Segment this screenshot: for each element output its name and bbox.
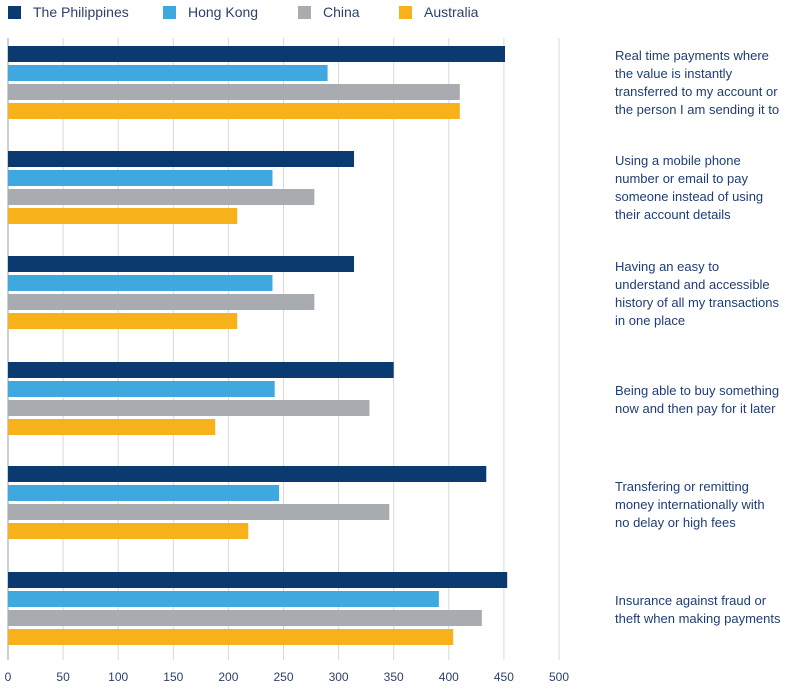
category-label-3: Having an easy to understand and accessib… — [615, 258, 793, 330]
category-label-line: understand and accessible — [615, 277, 770, 292]
x-tick-label-250: 250 — [273, 670, 293, 684]
legend-label-australia: Australia — [424, 4, 479, 20]
x-tick-label-400: 400 — [439, 670, 459, 684]
bar-china-cat-1 — [8, 84, 460, 100]
legend-swatch-philippines — [8, 6, 21, 19]
category-label-line: the person I am sending it to — [615, 102, 780, 117]
x-tick-label-150: 150 — [163, 670, 183, 684]
category-label-line: number or email to pay — [615, 171, 748, 186]
legend-swatch-australia — [399, 6, 412, 19]
x-tick-label-0: 0 — [5, 670, 12, 684]
legend-swatch-hong-kong — [163, 6, 176, 19]
bar-the-philippines-cat-6 — [8, 572, 508, 588]
legend-item-australia: Australia — [399, 4, 499, 22]
x-tick-label-500: 500 — [549, 670, 569, 684]
bar-the-philippines-cat-1 — [8, 46, 506, 62]
bar-hong-kong-cat-5 — [8, 485, 280, 501]
category-label-4: Being able to buy something now and then … — [615, 382, 793, 418]
category-label-line: their account details — [615, 207, 731, 222]
category-label-line: in one place — [615, 313, 686, 328]
category-label-line: Real time payments where — [615, 48, 769, 63]
category-label-line: transferred to my account or — [615, 84, 778, 99]
x-tick-label-100: 100 — [108, 670, 128, 684]
category-label-6: Insurance against fraud or theft when mak… — [615, 592, 793, 628]
category-label-line: Having an easy to — [615, 259, 720, 274]
category-label-line: theft when making payments — [615, 611, 781, 626]
bar-china-cat-6 — [8, 610, 482, 626]
bar-the-philippines-cat-4 — [8, 362, 394, 378]
category-label-line: the value is instantly — [615, 66, 733, 81]
category-label-1: Real time payments where the value is ins… — [615, 47, 793, 119]
bar-the-philippines-cat-3 — [8, 256, 355, 272]
bar-australia-cat-1 — [8, 103, 460, 119]
x-tick-label-450: 450 — [494, 670, 514, 684]
bar-china-cat-5 — [8, 504, 390, 520]
category-label-line: Using a mobile phone — [615, 153, 741, 168]
category-label-line: money internationally with — [615, 497, 765, 512]
category-label-line: history of all my transactions — [615, 295, 780, 310]
bar-australia-cat-5 — [8, 523, 249, 539]
bar-australia-cat-4 — [8, 419, 216, 435]
category-label-line: Transfering or remitting — [615, 479, 749, 494]
bar-china-cat-3 — [8, 294, 315, 310]
legend-label-china: China — [323, 4, 360, 20]
x-tick-label-350: 350 — [384, 670, 404, 684]
bar-australia-cat-3 — [8, 313, 238, 329]
legend-label-philippines: The Philippines — [33, 4, 129, 20]
x-tick-label-50: 50 — [56, 670, 70, 684]
category-label-line: Being able to buy something — [615, 383, 780, 398]
bar-china-cat-2 — [8, 189, 315, 205]
category-label-line: someone instead of using — [615, 189, 764, 204]
bar-australia-cat-2 — [8, 208, 238, 224]
category-label-line: no delay or high fees — [615, 515, 736, 530]
bar-hong-kong-cat-1 — [8, 65, 328, 81]
bar-hong-kong-cat-6 — [8, 591, 439, 607]
category-label-line: now and then pay for it later — [615, 401, 776, 416]
legend-label-hong-kong: Hong Kong — [188, 4, 259, 20]
x-tick-label-300: 300 — [329, 670, 349, 684]
bar-hong-kong-cat-3 — [8, 275, 273, 291]
category-label-2: Using a mobile phone number or email to p… — [615, 152, 793, 224]
legend-item-hong-kong: Hong Kong — [163, 4, 273, 22]
category-label-line: Insurance against fraud or — [615, 593, 767, 608]
bar-hong-kong-cat-4 — [8, 381, 275, 397]
bar-australia-cat-6 — [8, 629, 454, 645]
bar-the-philippines-cat-2 — [8, 151, 355, 167]
legend-swatch-china — [298, 6, 311, 19]
x-tick-label-200: 200 — [218, 670, 238, 684]
category-label-5: Transfering or remitting money internatio… — [615, 478, 793, 532]
bar-china-cat-4 — [8, 400, 370, 416]
bar-hong-kong-cat-2 — [8, 170, 273, 186]
legend-item-philippines: The Philippines — [8, 4, 138, 22]
legend-item-china: China — [298, 4, 378, 22]
bar-the-philippines-cat-5 — [8, 466, 487, 482]
